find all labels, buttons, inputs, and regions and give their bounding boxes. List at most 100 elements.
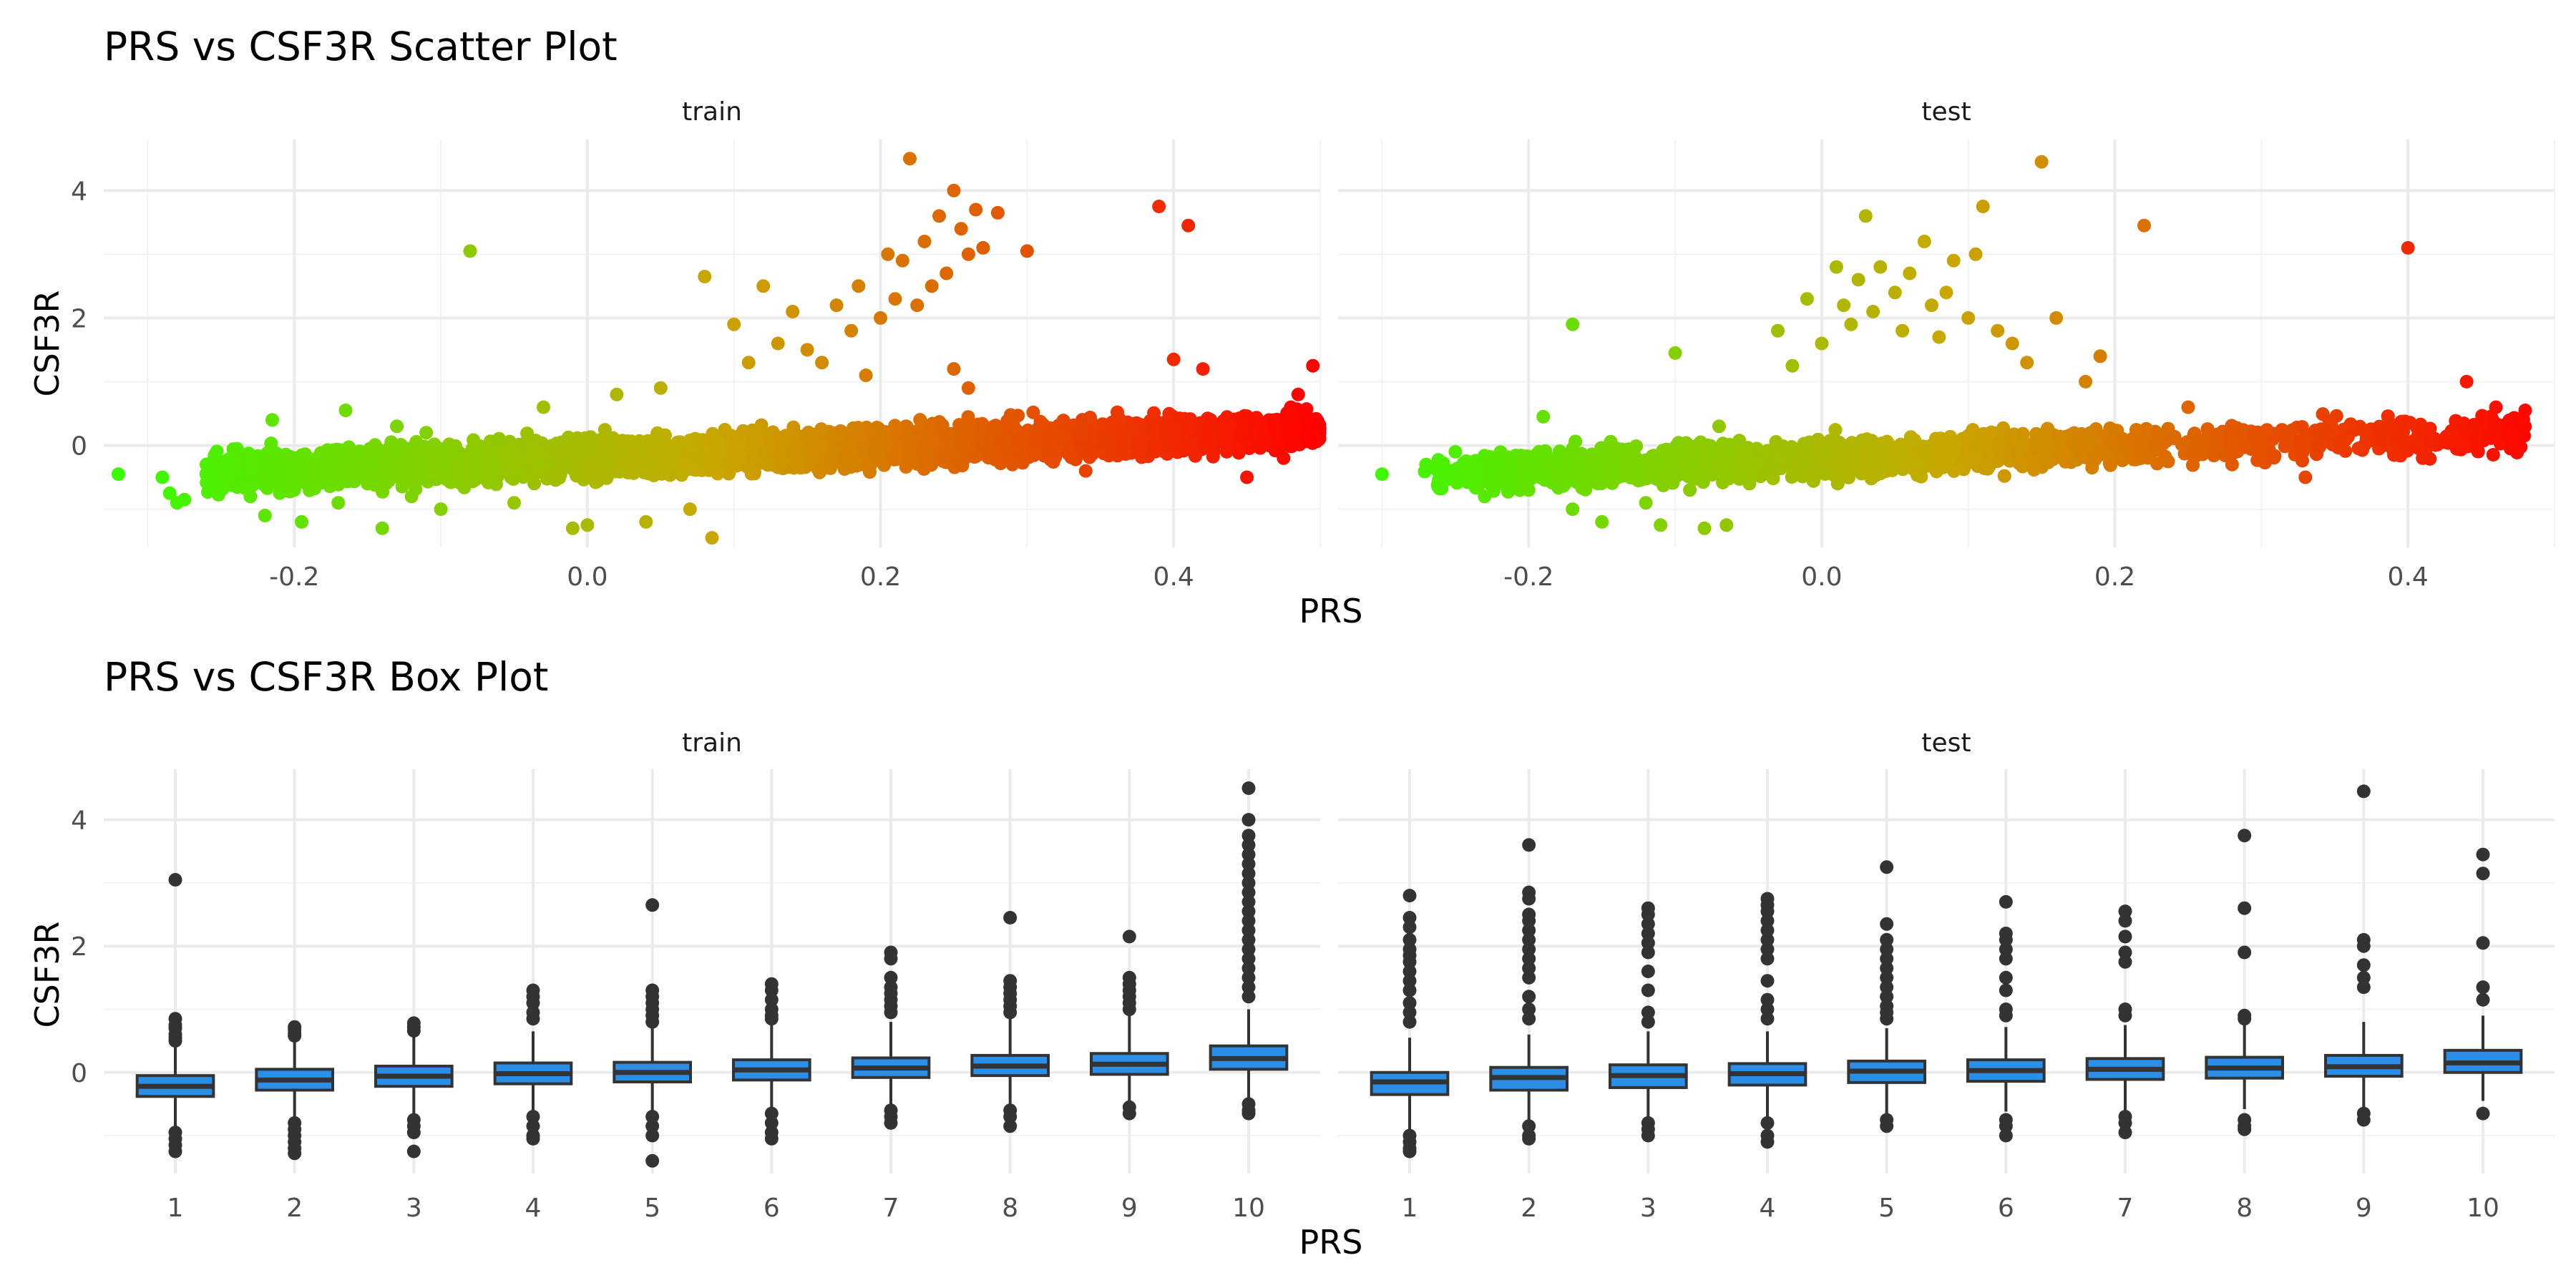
scatter-point bbox=[718, 423, 732, 436]
scatter-point bbox=[228, 477, 243, 491]
scatter-point bbox=[683, 502, 697, 517]
scatter-point bbox=[610, 387, 624, 401]
scatter-point bbox=[1174, 413, 1188, 426]
scatter-point bbox=[399, 452, 413, 465]
scatter-point bbox=[1026, 405, 1040, 419]
scatter-point bbox=[1189, 418, 1204, 431]
scatter-point bbox=[1253, 416, 1267, 430]
scatter-point bbox=[990, 205, 1005, 220]
scatter-title: PRS vs CSF3R Scatter Plot bbox=[104, 24, 618, 69]
scatter-point bbox=[400, 469, 414, 483]
scatter-point bbox=[1020, 244, 1034, 258]
scatter-point bbox=[567, 445, 581, 459]
scatter-point bbox=[561, 430, 575, 444]
scatter-point bbox=[112, 467, 125, 482]
scatter-x-axis-label: PRS bbox=[1299, 592, 1363, 630]
scatter-point bbox=[877, 426, 891, 440]
scatter-point bbox=[577, 472, 591, 487]
scatter-point bbox=[2486, 448, 2500, 462]
scatter-point bbox=[162, 486, 177, 500]
scatter-point bbox=[779, 429, 793, 443]
scatter-point bbox=[720, 456, 734, 470]
scatter-point bbox=[829, 298, 844, 313]
scatter-point bbox=[375, 521, 389, 535]
scatter-point bbox=[214, 464, 228, 478]
scatter-point bbox=[976, 240, 990, 255]
scatter-point bbox=[815, 356, 829, 370]
scatter-point bbox=[615, 450, 629, 464]
scatter-point bbox=[705, 531, 719, 545]
scatter-point bbox=[1071, 424, 1085, 438]
scatter-point bbox=[932, 209, 946, 223]
scatter-point bbox=[736, 442, 750, 457]
scatter-point bbox=[801, 425, 816, 439]
scatter-point bbox=[1118, 447, 1133, 461]
scatter-point bbox=[889, 439, 904, 454]
scatter-point bbox=[957, 436, 970, 450]
scatter-point bbox=[914, 427, 929, 441]
scatter-y-tick-label: 4 bbox=[71, 177, 87, 206]
scatter-point bbox=[639, 514, 653, 529]
scatter-point bbox=[556, 458, 570, 472]
scatter-point bbox=[997, 433, 1012, 447]
scatter-point bbox=[507, 496, 521, 510]
scatter-x-tick-label: 0.4 bbox=[1153, 562, 1194, 592]
scatter-point bbox=[1287, 431, 1301, 445]
scatter-point bbox=[449, 464, 464, 478]
scatter-point bbox=[1148, 424, 1162, 438]
scatter-point bbox=[155, 470, 170, 484]
scatter-point bbox=[1152, 200, 1166, 213]
scatter-point bbox=[976, 421, 990, 436]
scatter-point bbox=[834, 434, 848, 448]
scatter-point bbox=[774, 441, 788, 455]
scatter-point bbox=[844, 323, 859, 338]
scatter-point bbox=[678, 456, 693, 470]
scatter-y-axis-label: CSF3R bbox=[28, 290, 67, 396]
scatter-point bbox=[236, 451, 250, 465]
scatter-point bbox=[967, 450, 982, 464]
scatter-point bbox=[243, 489, 258, 504]
scatter-point bbox=[722, 467, 736, 481]
scatter-x-tick-label: -0.2 bbox=[269, 562, 319, 592]
scatter-point bbox=[800, 343, 814, 357]
scatter-point bbox=[917, 235, 932, 248]
scatter-point bbox=[888, 424, 902, 439]
scatter-point bbox=[591, 474, 605, 488]
scatter-point bbox=[703, 434, 718, 448]
scatter-point bbox=[1035, 419, 1050, 433]
scatter-point bbox=[346, 444, 360, 459]
scatter-point bbox=[1166, 352, 1181, 366]
scatter-point bbox=[585, 460, 599, 474]
scatter-point bbox=[419, 467, 433, 481]
scatter-point bbox=[776, 453, 790, 467]
scatter-point bbox=[635, 449, 650, 464]
scatter-point bbox=[463, 244, 477, 258]
scatter-point bbox=[226, 442, 240, 457]
scatter-point bbox=[1284, 400, 1298, 414]
scatter-point bbox=[248, 469, 263, 484]
scatter-y-tick-label: 0 bbox=[71, 432, 87, 462]
scatter-point bbox=[903, 152, 917, 166]
scatter-point bbox=[881, 247, 895, 261]
scatter-point-cloud bbox=[200, 402, 1327, 502]
scatter-point bbox=[375, 463, 389, 477]
scatter-point bbox=[1062, 447, 1076, 462]
scatter-point bbox=[1299, 409, 1312, 424]
scatter-point bbox=[924, 458, 939, 472]
scatter-point bbox=[653, 381, 668, 395]
scatter-point bbox=[937, 449, 952, 463]
scatter-point bbox=[852, 279, 866, 293]
scatter-point bbox=[1181, 218, 1196, 233]
scatter-point bbox=[758, 444, 772, 459]
scatter-point bbox=[969, 203, 983, 217]
scatter-point bbox=[333, 469, 348, 484]
scatter-point bbox=[413, 449, 427, 464]
scatter-point bbox=[1029, 432, 1043, 447]
scatter-point bbox=[1267, 425, 1282, 439]
scatter-facet-label-train: train bbox=[682, 97, 742, 127]
scatter-point bbox=[920, 445, 935, 459]
scatter-point bbox=[329, 451, 343, 465]
scatter-point bbox=[961, 381, 975, 395]
